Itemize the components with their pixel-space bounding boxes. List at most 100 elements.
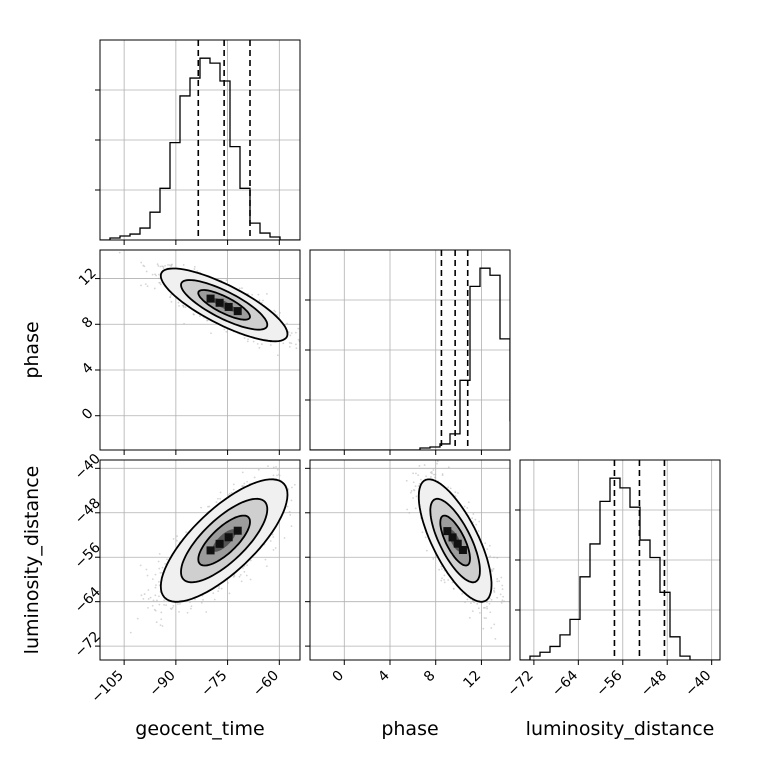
scatter-point <box>194 598 196 601</box>
scatter-point <box>272 474 275 477</box>
scatter-point <box>170 264 173 266</box>
scatter-point <box>189 601 191 604</box>
scatter-point <box>154 586 157 589</box>
scatter-point <box>193 268 196 270</box>
scatter-point <box>162 265 165 268</box>
scatter-point <box>142 597 145 600</box>
scatter-point <box>290 499 293 502</box>
scatter-point <box>169 296 172 299</box>
scatter-point <box>247 338 249 341</box>
scatter-point <box>146 574 149 577</box>
scatter-point <box>290 342 293 345</box>
scatter-point <box>213 598 216 601</box>
scatter-point <box>155 584 157 587</box>
scatter-point <box>147 606 149 609</box>
scatter-point <box>160 611 163 614</box>
scatter-point <box>301 341 303 343</box>
scatter-point <box>146 285 149 287</box>
scatter-point <box>178 610 180 613</box>
scatter-point <box>164 265 166 267</box>
scatter-point <box>302 477 304 479</box>
y-tick-label: 4 <box>79 360 97 378</box>
scatter-point <box>159 624 162 626</box>
scatter-point <box>179 602 181 605</box>
scatter-point <box>172 604 175 607</box>
panel-plot-area <box>100 40 300 240</box>
histogram-phase <box>310 267 510 450</box>
scatter-point <box>286 505 289 508</box>
scatter-point <box>245 574 248 577</box>
scatter-point <box>171 606 174 609</box>
density-core-cell <box>215 298 224 307</box>
scatter-point <box>208 505 211 508</box>
panel-plot-area <box>100 460 304 660</box>
scatter-point <box>249 559 252 562</box>
scatter-point <box>243 337 246 339</box>
scatter-point <box>228 592 231 595</box>
scatter-point <box>264 558 267 561</box>
panel-phase-vs-phase <box>305 249 511 455</box>
scatter-point <box>257 468 260 471</box>
scatter-point <box>227 494 230 496</box>
scatter-point <box>192 313 195 315</box>
scatter-point <box>158 273 160 276</box>
scatter-point <box>196 270 199 273</box>
panel-spine <box>99 249 301 451</box>
scatter-point <box>162 267 165 270</box>
scatter-point <box>241 287 243 290</box>
scatter-point <box>226 582 229 584</box>
scatter-point <box>151 273 154 276</box>
scatter-point <box>158 281 161 284</box>
scatter-point <box>272 536 275 538</box>
y-tick-label: 0 <box>79 405 97 423</box>
scatter-point <box>260 301 263 304</box>
scatter-point <box>294 331 297 334</box>
scatter-point <box>282 342 285 345</box>
scatter-point <box>272 466 275 469</box>
scatter-point <box>159 265 162 268</box>
scatter-point <box>164 563 166 565</box>
scatter-point <box>265 293 268 295</box>
scatter-point <box>219 491 222 494</box>
scatter-point <box>219 497 222 500</box>
scatter-point <box>253 476 256 479</box>
scatter-point <box>243 570 246 573</box>
scatter-point <box>291 486 293 489</box>
scatter-point <box>290 525 293 528</box>
scatter-point <box>258 346 261 349</box>
scatter-point <box>295 343 297 346</box>
scatter-point <box>157 560 160 563</box>
scatter-point <box>165 604 168 607</box>
scatter-point <box>288 341 291 344</box>
scatter-point <box>278 474 281 477</box>
scatter-point <box>239 573 242 576</box>
scatter-point <box>200 601 203 604</box>
scatter-point <box>153 287 156 290</box>
scatter-point <box>232 483 235 486</box>
scatter-point <box>158 552 161 555</box>
scatter-point <box>261 343 263 346</box>
scatter-point <box>269 540 272 542</box>
scatter-point <box>184 306 187 309</box>
scatter-point <box>210 332 212 335</box>
scatter-point <box>172 538 175 540</box>
scatter-point <box>241 485 244 487</box>
scatter-point <box>136 617 139 620</box>
scatter-point <box>151 578 154 581</box>
scatter-point <box>202 598 204 601</box>
scatter-point <box>223 328 226 331</box>
density-core-cell <box>233 307 242 316</box>
scatter-point <box>183 322 185 325</box>
scatter-point <box>265 565 268 568</box>
scatter-point <box>249 578 252 581</box>
scatter-point <box>225 330 228 333</box>
scatter-point <box>246 480 249 483</box>
scatter-point <box>144 283 147 286</box>
scatter-point <box>169 607 172 610</box>
scatter-point <box>243 482 246 485</box>
scatter-point <box>295 347 298 350</box>
scatter-point <box>274 310 277 313</box>
scatter-point <box>151 604 154 607</box>
scatter-point <box>271 533 274 536</box>
